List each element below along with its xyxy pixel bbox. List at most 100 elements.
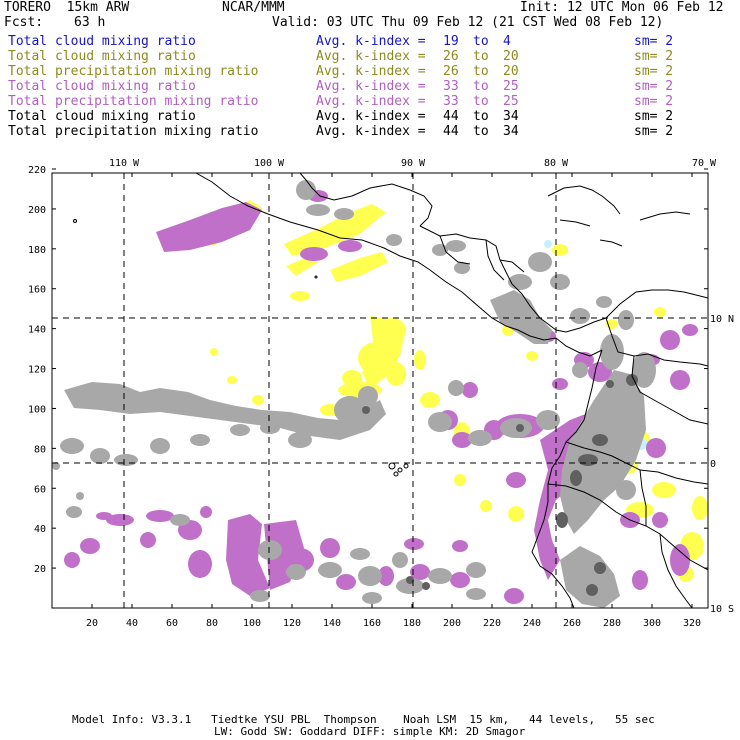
legend-k-to: 20 [503,64,519,79]
legend-row: Total precipitation mixing ratio Avg. k-i… [0,124,740,139]
x-tick-label: 40 [126,618,138,629]
legend-k-to: 20 [503,49,519,64]
k-index-44-34-core-shading [362,374,638,596]
legend-kindex-label: Avg. k-index = [316,64,426,79]
x-tick-label: 80 [206,618,218,629]
y-tick-label: 200 [28,205,46,216]
legend-sm: sm= 2 [634,94,674,109]
longitude-label: 100 W [254,158,285,169]
y-tick-label: 100 [28,404,46,415]
legend-row: Total cloud mixing ratio Avg. k-index = 26… [0,49,740,64]
legend-k-from: 19 [443,34,459,49]
longitude-label: 90 W [401,158,426,169]
legend-field: Total cloud mixing ratio [8,79,196,94]
x-tick-label: 220 [483,618,501,629]
legend-k-from: 44 [443,124,459,139]
latitude-label: 10 N [710,314,734,325]
valid-time: Valid: 03 UTC Thu 09 Feb 12 (21 CST Wed … [272,15,664,30]
model-info: Model Info: V3.3.1 Tiedtke YSU PBL Thomp… [72,713,655,726]
legend-k-to: 34 [503,109,519,124]
legend-k-from: 44 [443,109,459,124]
y-tick-label: 160 [28,285,46,296]
x-tick-label: 160 [363,618,381,629]
latitude-label: 0 [710,459,716,470]
legend-k-to: 4 [503,34,511,49]
legend-sm: sm= 2 [634,109,674,124]
legend-kindex-label: Avg. k-index = [316,79,426,94]
legend-field: Total precipitation mixing ratio [8,124,259,139]
legend-to: to [473,109,489,124]
coastline [73,173,708,608]
legend-to: to [473,49,489,64]
legend-k-from: 26 [443,49,459,64]
x-tick-label: 240 [523,618,541,629]
legend-field: Total cloud mixing ratio [8,34,196,49]
legend-sm: sm= 2 [634,79,674,94]
latitude-label: 10 S [710,604,734,615]
y-tick-label: 60 [34,484,46,495]
x-tick-label: 180 [403,618,421,629]
legend-kindex-label: Avg. k-index = [316,109,426,124]
legend-row: Total precipitation mixing ratio Avg. k-i… [0,64,740,79]
legend-kindex-label: Avg. k-index = [316,49,426,64]
legend-to: to [473,64,489,79]
x-tick-label: 140 [323,618,341,629]
legend-row: Total cloud mixing ratio Avg. k-index = 44… [0,109,740,124]
legend-field: Total cloud mixing ratio [8,109,196,124]
x-tick-label: 260 [563,618,581,629]
legend-row: Total cloud mixing ratio Avg. k-index = 33… [0,79,740,94]
axis-ticks [52,168,708,608]
legend-row: Total precipitation mixing ratio Avg. k-i… [0,94,740,109]
forecast-hours: 63 h [74,15,106,30]
legend-kindex-label: Avg. k-index = [316,94,426,109]
organization-label: NCAR/MMM [222,0,285,15]
legend-sm: sm= 2 [634,49,674,64]
k-index-44-34-shading [52,180,656,608]
legend-k-to: 25 [503,94,519,109]
legend-to: to [473,94,489,109]
y-tick-label: 120 [28,365,46,376]
legend-field: Total cloud mixing ratio [8,49,196,64]
legend-k-from: 33 [443,79,459,94]
legend-k-from: 33 [443,94,459,109]
physics-info: LW: Godd SW: Goddard DIFF: simple KM: 2D… [214,725,526,738]
y-tick-label: 20 [34,564,46,575]
legend-field: Total precipitation mixing ratio [8,94,259,109]
legend-to: to [473,79,489,94]
x-tick-label: 280 [603,618,621,629]
x-tick-label: 60 [166,618,178,629]
y-tick-label: 40 [34,524,46,535]
x-axis-tick-labels: 20 40 60 80 100 120 140 160 180 200 220 240 260 280 30… [86,618,701,629]
longitude-label: 110 W [109,158,140,169]
legend-k-from: 26 [443,64,459,79]
legend-sm: sm= 2 [634,34,674,49]
forecast-label: Fcst: [4,15,44,30]
longitude-labels: 110 W 100 W 90 W 80 W 70 W [109,158,717,169]
y-tick-label: 80 [34,444,46,455]
longitude-label: 80 W [544,158,569,169]
legend-row: Total cloud mixing ratio Avg. k-index = 19… [0,34,740,49]
x-tick-label: 120 [283,618,301,629]
legend-sm: sm= 2 [634,124,674,139]
y-tick-label: 140 [28,325,46,336]
legend-field: Total precipitation mixing ratio [8,64,259,79]
longitude-label: 70 W [692,158,717,169]
map-frame [51,172,709,609]
x-tick-label: 20 [86,618,98,629]
latitude-labels: 10 N 0 10 S [710,314,734,615]
legend-kindex-label: Avg. k-index = [316,34,426,49]
x-tick-label: 300 [643,618,661,629]
x-tick-label: 200 [443,618,461,629]
x-tick-label: 320 [683,618,701,629]
legend-to: to [473,124,489,139]
init-time: Init: 12 UTC Mon 06 Feb 12 [520,0,724,15]
x-tick-label: 100 [243,618,261,629]
legend-k-to: 25 [503,79,519,94]
y-tick-label: 220 [28,165,46,176]
legend: Total cloud mixing ratio Avg. k-index = 19… [0,34,740,144]
legend-sm: sm= 2 [634,64,674,79]
k-index-33-25-shading [64,190,698,604]
legend-kindex-label: Avg. k-index = [316,124,426,139]
y-tick-label: 180 [28,245,46,256]
legend-to: to [473,34,489,49]
